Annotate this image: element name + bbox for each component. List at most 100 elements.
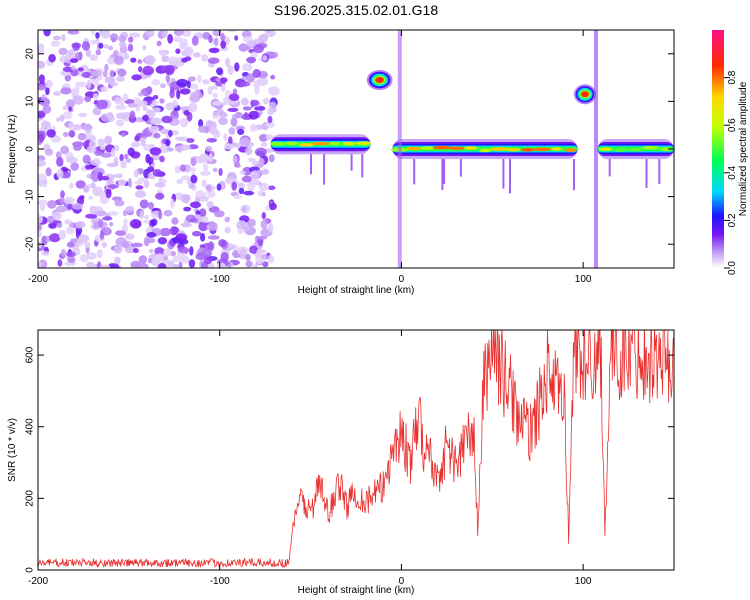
noise-speckle — [176, 78, 189, 87]
noise-speckle — [212, 100, 222, 107]
noise-speckle — [200, 216, 209, 223]
x-tick-label: -100 — [210, 274, 230, 285]
noise-speckle — [103, 44, 109, 49]
noise-speckle — [262, 97, 269, 105]
noise-speckle — [91, 70, 103, 77]
noise-speckle — [218, 239, 227, 247]
noise-speckle — [114, 144, 120, 152]
noise-speckle — [243, 190, 255, 196]
noise-speckle — [41, 120, 49, 130]
noise-speckle — [254, 105, 266, 111]
noise-speckle — [161, 30, 168, 38]
noise-speckle — [163, 248, 172, 257]
noise-speckle — [38, 228, 42, 238]
noise-speckle — [75, 81, 87, 88]
band-hotspot — [342, 141, 356, 146]
noise-speckle — [90, 182, 96, 189]
noise-speckle — [189, 246, 194, 256]
noise-speckle — [142, 106, 148, 112]
noise-speckle — [66, 156, 78, 164]
noise-speckle — [258, 182, 269, 192]
noise-speckle — [176, 178, 184, 184]
noise-speckle — [170, 86, 175, 94]
noise-speckle — [138, 255, 148, 264]
noise-speckle — [92, 93, 99, 99]
noise-speckle — [254, 147, 267, 157]
y-tick-label: 0 — [25, 567, 36, 573]
noise-speckle — [184, 56, 192, 62]
band-hotspot — [550, 147, 562, 151]
noise-speckle — [175, 233, 188, 242]
noise-speckle — [137, 100, 148, 107]
noise-speckle — [139, 263, 149, 268]
noise-speckle — [234, 62, 240, 72]
noise-speckle — [144, 55, 156, 66]
band-streak — [443, 159, 446, 184]
noise-speckle — [268, 86, 280, 96]
noise-speckle — [56, 157, 64, 167]
y-tick-label: 0 — [25, 146, 36, 152]
band-streak — [658, 159, 661, 184]
noise-speckle — [239, 248, 247, 258]
noise-speckle — [209, 128, 219, 135]
noise-speckle — [135, 185, 144, 190]
noise-speckle — [216, 262, 226, 268]
noise-speckle — [207, 241, 215, 252]
noise-speckle — [68, 130, 76, 138]
noise-speckle — [183, 206, 192, 212]
noise-speckle — [238, 187, 245, 195]
noise-speckle — [190, 83, 199, 90]
band-streak — [502, 159, 505, 189]
noise-speckle — [38, 60, 46, 69]
noise-speckle — [260, 142, 268, 147]
noise-speckle — [73, 143, 82, 151]
colorbar-tick-label: 0.2 — [727, 213, 738, 227]
noise-speckle — [140, 140, 146, 147]
noise-speckle — [70, 162, 80, 171]
noise-speckle — [261, 212, 266, 220]
noise-speckle — [114, 256, 121, 265]
noise-speckle — [152, 107, 161, 113]
noise-speckle — [52, 35, 62, 41]
noise-speckle — [190, 174, 198, 184]
noise-speckle — [233, 194, 243, 200]
band-streak — [608, 159, 611, 177]
noise-speckle — [198, 221, 209, 232]
band-hotspot — [448, 146, 465, 150]
noise-speckle — [249, 245, 258, 254]
noise-speckle — [123, 218, 128, 225]
noise-speckle — [68, 106, 72, 112]
noise-speckle — [261, 191, 266, 197]
noise-speckle — [224, 226, 231, 234]
noise-speckle — [121, 241, 130, 249]
noise-speckle — [228, 127, 236, 135]
noise-speckle — [156, 40, 162, 47]
noise-speckle — [216, 183, 222, 191]
noise-speckle — [86, 80, 92, 89]
colorbar-label: Normalized spectral amplitude — [738, 81, 749, 216]
noise-speckle — [199, 208, 207, 218]
noise-speckle — [107, 179, 114, 184]
noise-speckle — [169, 226, 179, 236]
noise-speckle — [95, 49, 102, 56]
noise-speckle — [154, 182, 166, 188]
noise-speckle — [53, 91, 62, 96]
noise-speckle — [128, 36, 134, 43]
noise-speckle — [115, 119, 124, 127]
band-streak — [413, 159, 416, 185]
colorbar-tick-label: 0.8 — [727, 70, 738, 84]
noise-speckle — [179, 38, 188, 48]
noise-speckle — [43, 30, 51, 37]
band-streak — [310, 154, 312, 175]
noise-speckle — [218, 111, 228, 118]
noise-speckle — [239, 170, 246, 175]
noise-speckle — [127, 43, 134, 52]
noise-speckle — [58, 229, 66, 240]
noise-speckle — [207, 235, 220, 240]
colorbar-tick-label: 0.6 — [727, 118, 738, 132]
noise-speckle — [102, 216, 113, 221]
colorbar-tick-label: 0.0 — [727, 261, 738, 275]
x-tick-label: -200 — [28, 576, 48, 587]
band-hotspot — [355, 141, 371, 145]
noise-speckle — [92, 107, 102, 116]
